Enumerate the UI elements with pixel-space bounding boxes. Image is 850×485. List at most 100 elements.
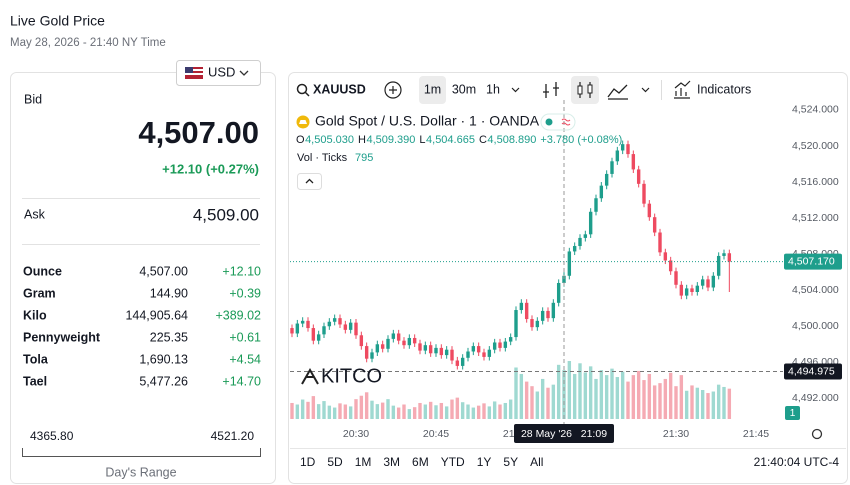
collapse-button[interactable] bbox=[297, 173, 322, 190]
volume-value: 795 bbox=[355, 152, 373, 164]
currency-select[interactable]: USD bbox=[176, 60, 261, 86]
currency-box[interactable] bbox=[176, 60, 261, 86]
candle-body bbox=[487, 349, 492, 357]
volume-bar bbox=[295, 404, 300, 419]
volume-bar bbox=[727, 388, 732, 419]
candle-body bbox=[348, 322, 353, 330]
candle-body bbox=[588, 211, 593, 235]
candle-body bbox=[706, 279, 710, 288]
x-tick-label: 20:45 bbox=[423, 428, 449, 440]
candle-body bbox=[455, 360, 460, 366]
candle-body bbox=[546, 310, 550, 319]
volume-bar bbox=[434, 405, 438, 419]
range-button[interactable]: YTD bbox=[441, 455, 465, 469]
interval[interactable]: 30m bbox=[452, 82, 476, 96]
badge-text: 1 bbox=[790, 408, 796, 419]
area-icon[interactable] bbox=[607, 84, 628, 100]
range-button[interactable]: 3M bbox=[383, 455, 400, 469]
range-button[interactable]: 1M bbox=[355, 455, 372, 469]
x-tick-label: 20:30 bbox=[343, 428, 369, 440]
volume-bar bbox=[647, 373, 652, 419]
volume-bar bbox=[583, 372, 588, 419]
compare-button[interactable] bbox=[384, 81, 402, 99]
volume-bar bbox=[700, 390, 705, 419]
currency[interactable]: USD bbox=[208, 64, 235, 79]
volume-bar bbox=[487, 406, 492, 419]
search-icon bbox=[304, 91, 310, 97]
volume-bar bbox=[684, 390, 689, 419]
candle-body bbox=[418, 343, 422, 351]
candle-body bbox=[434, 347, 438, 354]
candle-body bbox=[615, 150, 620, 162]
volume-bar bbox=[658, 383, 662, 419]
candle-body bbox=[364, 346, 369, 359]
volume-bar bbox=[492, 401, 497, 419]
candle-body bbox=[444, 349, 449, 356]
volume-bar bbox=[343, 404, 348, 419]
volume-bar bbox=[530, 386, 534, 419]
interval[interactable]: 1h bbox=[486, 82, 500, 96]
range-button[interactable]: 6M bbox=[412, 455, 429, 469]
range-button[interactable]: 1Y bbox=[477, 455, 492, 469]
bars-icon[interactable] bbox=[543, 82, 559, 98]
volume-bar bbox=[348, 406, 353, 419]
candle-body bbox=[540, 310, 545, 321]
search-icon[interactable] bbox=[296, 83, 308, 95]
volume-bar bbox=[556, 364, 561, 419]
range-button[interactable]: 5D bbox=[327, 455, 343, 469]
candle-body bbox=[460, 357, 465, 366]
candle-body bbox=[508, 337, 513, 342]
volume-bar bbox=[620, 371, 625, 419]
candle-body bbox=[396, 333, 401, 341]
ask-price: 4,509.00 bbox=[193, 205, 259, 224]
interval[interactable]: 1m bbox=[424, 82, 441, 96]
symbol[interactable]: XAUUSD bbox=[313, 82, 366, 96]
range-button[interactable]: 5Y bbox=[503, 455, 518, 469]
crosshair-price: 4,494.975 bbox=[788, 365, 835, 377]
indicators[interactable]: Indicators bbox=[697, 82, 751, 96]
settings-icon[interactable] bbox=[811, 428, 823, 440]
volume-bar bbox=[519, 373, 524, 419]
chevron[interactable] bbox=[641, 87, 650, 93]
volume-bar bbox=[412, 407, 417, 419]
volume-bar bbox=[316, 404, 321, 419]
row-price: 4,507.00 bbox=[139, 264, 188, 278]
bid-label: Bid bbox=[24, 92, 42, 106]
chart-title: Gold Spot / U.S. Dollar · 1 · OANDA bbox=[315, 113, 540, 129]
indicators-icon[interactable] bbox=[674, 80, 691, 99]
volume-bar bbox=[466, 404, 470, 419]
candle-body bbox=[684, 288, 689, 296]
flag-canton bbox=[185, 67, 193, 73]
candle-body bbox=[674, 271, 678, 285]
volume-bar bbox=[626, 381, 630, 419]
ohlc-value: 4,509.390 bbox=[366, 134, 415, 146]
candle-body bbox=[450, 349, 454, 361]
range-button[interactable]: All bbox=[530, 455, 543, 469]
row-price: 5,477.26 bbox=[139, 374, 188, 388]
volume-bar bbox=[482, 403, 486, 419]
candle-body bbox=[652, 217, 657, 233]
range-button[interactable]: 1D bbox=[300, 455, 316, 469]
candle-body bbox=[620, 144, 625, 151]
volume-bar bbox=[535, 391, 540, 419]
volume-bar bbox=[460, 402, 465, 419]
volume-bar bbox=[450, 399, 454, 419]
candle-body bbox=[290, 328, 294, 334]
volume-bar bbox=[578, 363, 582, 419]
chevron[interactable] bbox=[511, 87, 520, 93]
volume-bar bbox=[663, 378, 668, 419]
volume-bar bbox=[423, 404, 428, 419]
ask-label: Ask bbox=[24, 207, 46, 221]
ohlc-key: C bbox=[479, 134, 487, 146]
volume-bar bbox=[594, 378, 598, 419]
range-bar bbox=[22, 448, 261, 457]
flag-stripe bbox=[185, 73, 203, 75]
volume-bar bbox=[652, 385, 657, 419]
volume-bar bbox=[711, 391, 716, 419]
candle-body bbox=[535, 320, 540, 328]
volume-bar bbox=[695, 387, 700, 419]
volume-bar bbox=[610, 368, 614, 419]
volume-bar bbox=[471, 407, 476, 419]
volume-bar bbox=[354, 399, 358, 419]
candle-body bbox=[514, 310, 518, 338]
